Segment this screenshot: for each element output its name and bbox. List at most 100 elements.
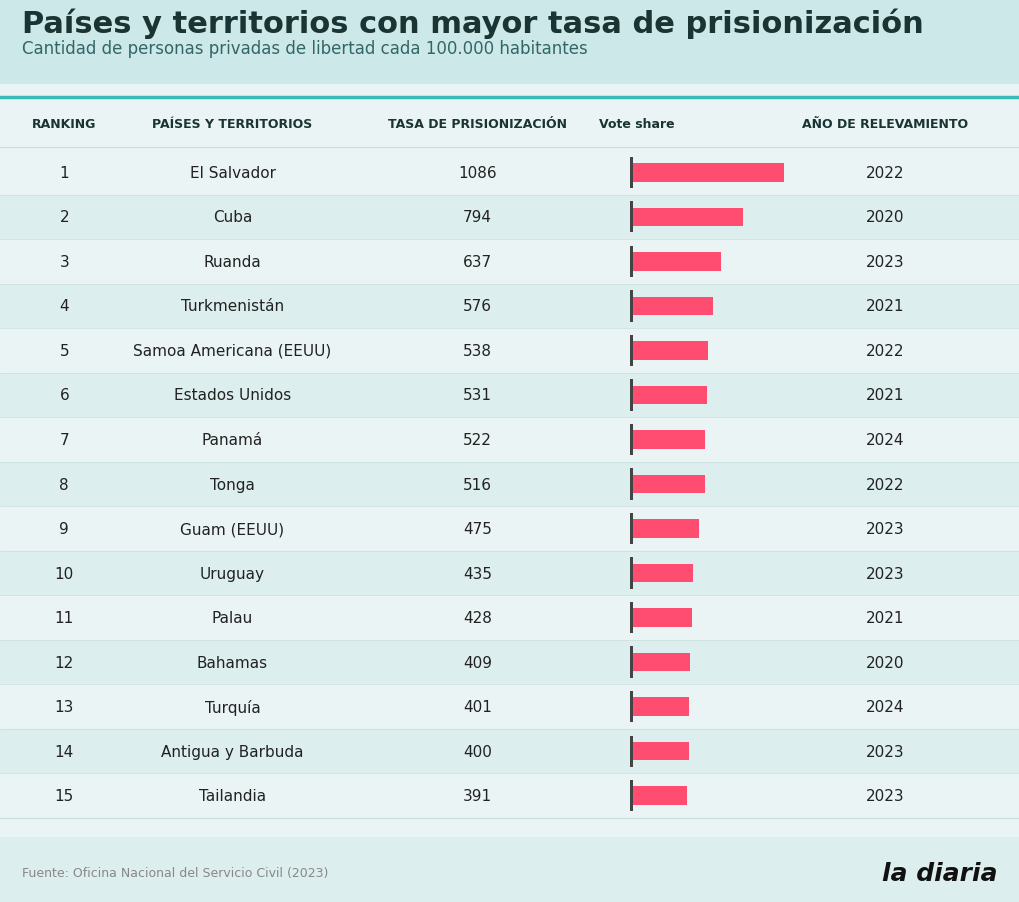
Text: 2023: 2023 <box>865 566 904 581</box>
Text: 13: 13 <box>55 699 73 714</box>
Bar <box>0 685 1019 729</box>
Text: 9: 9 <box>59 521 69 537</box>
Text: AÑO DE RELEVAMIENTO: AÑO DE RELEVAMIENTO <box>802 118 967 131</box>
Text: 12: 12 <box>55 655 73 670</box>
Text: 576: 576 <box>463 299 491 314</box>
Text: 2024: 2024 <box>865 699 904 714</box>
Text: Vote share: Vote share <box>598 118 674 131</box>
Bar <box>632 520 698 538</box>
Bar <box>630 291 632 322</box>
Text: Cuba: Cuba <box>213 210 252 226</box>
Bar <box>0 329 1019 373</box>
Bar <box>0 729 1019 774</box>
Text: Ruanda: Ruanda <box>204 254 261 270</box>
Bar <box>630 603 632 633</box>
Text: 2023: 2023 <box>865 521 904 537</box>
Bar <box>632 787 687 805</box>
Bar <box>630 557 632 589</box>
Bar <box>630 513 632 545</box>
Text: El Salvador: El Salvador <box>190 166 275 180</box>
Bar <box>0 101 1019 148</box>
Text: Tonga: Tonga <box>210 477 255 492</box>
Bar <box>0 774 1019 818</box>
Bar <box>0 240 1019 284</box>
Text: Antigua y Barbuda: Antigua y Barbuda <box>161 744 304 759</box>
Bar <box>0 284 1019 329</box>
Text: 401: 401 <box>463 699 491 714</box>
Text: Países y territorios con mayor tasa de prisionización: Países y territorios con mayor tasa de p… <box>22 8 923 39</box>
Text: 531: 531 <box>463 388 491 403</box>
Bar <box>0 551 1019 595</box>
Text: Palau: Palau <box>212 611 253 625</box>
Text: 14: 14 <box>55 744 73 759</box>
Bar <box>0 595 1019 640</box>
Text: 1: 1 <box>59 166 69 180</box>
Text: 2023: 2023 <box>865 788 904 804</box>
Bar <box>632 298 712 316</box>
Text: Uruguay: Uruguay <box>200 566 265 581</box>
Text: Estados Unidos: Estados Unidos <box>174 388 290 403</box>
Text: 6: 6 <box>59 388 69 403</box>
Bar <box>632 697 688 716</box>
Text: 391: 391 <box>463 788 491 804</box>
Text: 2021: 2021 <box>865 299 904 314</box>
Bar <box>630 380 632 411</box>
Bar <box>632 208 743 227</box>
Bar <box>632 430 705 449</box>
Text: 4: 4 <box>59 299 69 314</box>
Text: 11: 11 <box>55 611 73 625</box>
Text: 3: 3 <box>59 254 69 270</box>
Bar <box>630 425 632 456</box>
Bar <box>632 342 707 361</box>
Text: 8: 8 <box>59 477 69 492</box>
Bar <box>630 202 632 234</box>
Bar <box>632 742 688 760</box>
Bar <box>630 246 632 278</box>
Bar <box>630 691 632 723</box>
Text: Samoa Americana (EEUU): Samoa Americana (EEUU) <box>133 344 331 359</box>
Bar <box>0 151 1019 196</box>
Text: 2020: 2020 <box>865 655 904 670</box>
Text: Turkmenistán: Turkmenistán <box>180 299 284 314</box>
Bar <box>632 609 692 627</box>
Text: Cantidad de personas privadas de libertad cada 100.000 habitantes: Cantidad de personas privadas de liberta… <box>22 40 588 58</box>
Text: 516: 516 <box>463 477 491 492</box>
Bar <box>632 253 720 272</box>
Text: TASA DE PRISIONIZACIÓN: TASA DE PRISIONIZACIÓN <box>387 118 567 131</box>
Text: Tailandia: Tailandia <box>199 788 266 804</box>
Text: 637: 637 <box>463 254 491 270</box>
Bar <box>630 336 632 366</box>
Text: Guam (EEUU): Guam (EEUU) <box>180 521 284 537</box>
Bar <box>0 0 1019 85</box>
Text: 2024: 2024 <box>865 432 904 447</box>
Bar <box>632 386 706 405</box>
Text: 2022: 2022 <box>865 344 904 359</box>
Text: 522: 522 <box>463 432 491 447</box>
Bar <box>0 507 1019 551</box>
Text: Fuente: Oficina Nacional del Servicio Civil (2023): Fuente: Oficina Nacional del Servicio Ci… <box>22 866 328 879</box>
Text: 2022: 2022 <box>865 477 904 492</box>
Bar <box>630 647 632 678</box>
Text: 1086: 1086 <box>458 166 496 180</box>
Text: 2021: 2021 <box>865 611 904 625</box>
Text: 2: 2 <box>59 210 69 226</box>
Text: PAÍSES Y TERRITORIOS: PAÍSES Y TERRITORIOS <box>152 118 313 131</box>
Bar <box>0 418 1019 462</box>
Bar <box>630 158 632 189</box>
Bar <box>0 837 1019 902</box>
Text: Bahamas: Bahamas <box>197 655 268 670</box>
Bar <box>632 564 693 583</box>
Text: RANKING: RANKING <box>32 118 97 131</box>
Text: 2021: 2021 <box>865 388 904 403</box>
Text: 5: 5 <box>59 344 69 359</box>
Bar <box>0 462 1019 507</box>
Text: 428: 428 <box>463 611 491 625</box>
Text: la diaria: la diaria <box>881 861 997 885</box>
Bar <box>0 373 1019 418</box>
Text: 400: 400 <box>463 744 491 759</box>
Text: 7: 7 <box>59 432 69 447</box>
Bar <box>630 736 632 767</box>
Text: 2023: 2023 <box>865 254 904 270</box>
Text: 10: 10 <box>55 566 73 581</box>
Text: 794: 794 <box>463 210 491 226</box>
